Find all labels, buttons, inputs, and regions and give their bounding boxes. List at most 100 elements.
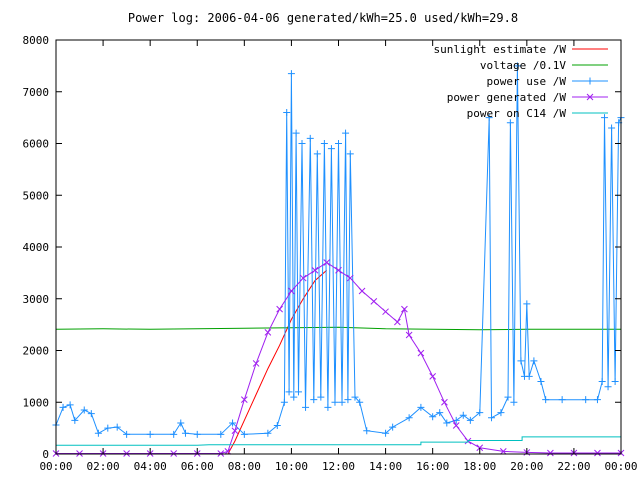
data-point — [601, 114, 609, 122]
data-point — [598, 378, 606, 386]
data-point — [80, 406, 88, 414]
data-point — [123, 450, 130, 457]
data-point — [593, 396, 601, 404]
data-point — [224, 448, 232, 455]
data-point — [604, 383, 612, 391]
y-tick-label: 4000 — [23, 241, 50, 254]
data-point — [394, 318, 401, 326]
y-tick-label: 7000 — [23, 86, 50, 99]
data-point — [417, 403, 425, 411]
x-tick-label: 00:00 — [39, 460, 72, 473]
data-point — [346, 274, 354, 282]
data-point — [504, 393, 512, 401]
y-tick-label: 5000 — [23, 189, 50, 202]
y-tick-label: 0 — [42, 448, 49, 461]
series-voltage-0-1v — [55, 326, 621, 331]
data-point — [292, 129, 300, 137]
data-point — [363, 427, 371, 435]
data-point — [311, 266, 319, 274]
data-point — [611, 378, 619, 386]
data-point — [429, 373, 437, 380]
x-tick-label: 12:00 — [322, 460, 355, 473]
series-power-use-w — [52, 62, 625, 438]
data-point — [594, 449, 601, 457]
y-tick-label: 8000 — [23, 34, 50, 47]
data-point — [327, 145, 335, 153]
data-point — [181, 429, 189, 437]
data-point — [346, 150, 354, 158]
data-point — [459, 411, 467, 419]
chart-title: Power log: 2006-04-06 generated/kWh=25.0… — [128, 11, 518, 25]
data-point — [317, 393, 325, 401]
data-point — [104, 424, 112, 432]
data-point — [231, 427, 239, 435]
data-point — [285, 388, 293, 396]
data-point — [229, 419, 237, 427]
y-tick-label: 6000 — [23, 138, 50, 151]
data-point — [280, 398, 288, 406]
data-point — [513, 62, 521, 70]
data-point — [94, 429, 102, 437]
data-point — [66, 401, 74, 409]
data-point — [497, 409, 505, 417]
data-point — [547, 449, 554, 457]
data-point — [177, 419, 185, 427]
data-point — [558, 396, 566, 404]
series-sunlight-estimate-w — [227, 269, 328, 455]
legend: sunlight estimate /W voltage /0.1V power u… — [434, 43, 608, 120]
data-point — [302, 403, 310, 411]
x-tick-label: 00:00 — [604, 460, 637, 473]
series-voltage-0-1v-line — [55, 326, 621, 331]
data-point — [358, 287, 366, 295]
data-point — [264, 429, 272, 437]
x-tick-label: 22:00 — [557, 460, 590, 473]
data-point — [523, 300, 531, 308]
legend-label: power on C14 /W — [467, 107, 567, 120]
data-point — [283, 108, 291, 116]
y-tick-label: 1000 — [23, 396, 50, 409]
data-point — [488, 414, 496, 422]
data-point — [320, 140, 328, 147]
data-point — [608, 124, 616, 132]
data-point — [342, 129, 350, 137]
axes-layer: 0 1000 2000 3000 4000 5000 6000 7000 8000 00:00 02… — [23, 34, 638, 473]
data-point — [113, 423, 121, 431]
data-point — [525, 372, 533, 380]
x-tick-label: 18:00 — [463, 460, 496, 473]
data-point — [542, 396, 550, 404]
x-tick-label: 04:00 — [134, 460, 167, 473]
legend-label: power use /W — [487, 75, 567, 88]
data-point — [313, 150, 321, 158]
legend-label: power generated /W — [447, 91, 567, 104]
data-point — [264, 329, 272, 336]
x-tick-label: 08:00 — [228, 460, 261, 473]
data-point — [306, 134, 314, 142]
data-point — [517, 357, 525, 365]
data-point — [405, 331, 413, 339]
data-point — [335, 140, 342, 147]
data-point — [287, 70, 295, 78]
data-point — [466, 416, 474, 424]
data-point — [87, 410, 95, 418]
y-tick-label: 2000 — [23, 345, 50, 358]
data-point — [146, 430, 154, 438]
data-point — [506, 119, 514, 127]
legend-label: voltage /0.1V — [480, 59, 566, 72]
data-point — [499, 448, 507, 455]
data-point — [331, 398, 339, 406]
data-point — [252, 360, 260, 367]
data-point — [382, 429, 390, 437]
data-point — [71, 416, 79, 424]
data-point — [485, 114, 493, 122]
x-tick-label: 06:00 — [181, 460, 214, 473]
series-power-on-c14-w-line — [56, 436, 621, 446]
data-point — [298, 140, 306, 147]
data-point — [335, 266, 342, 274]
data-point — [290, 393, 298, 401]
data-point — [370, 297, 378, 305]
data-point — [530, 357, 538, 365]
data-point — [405, 414, 413, 422]
data-point — [429, 413, 437, 421]
x-tick-label: 10:00 — [275, 460, 308, 473]
y-tick-label: 3000 — [23, 293, 50, 306]
